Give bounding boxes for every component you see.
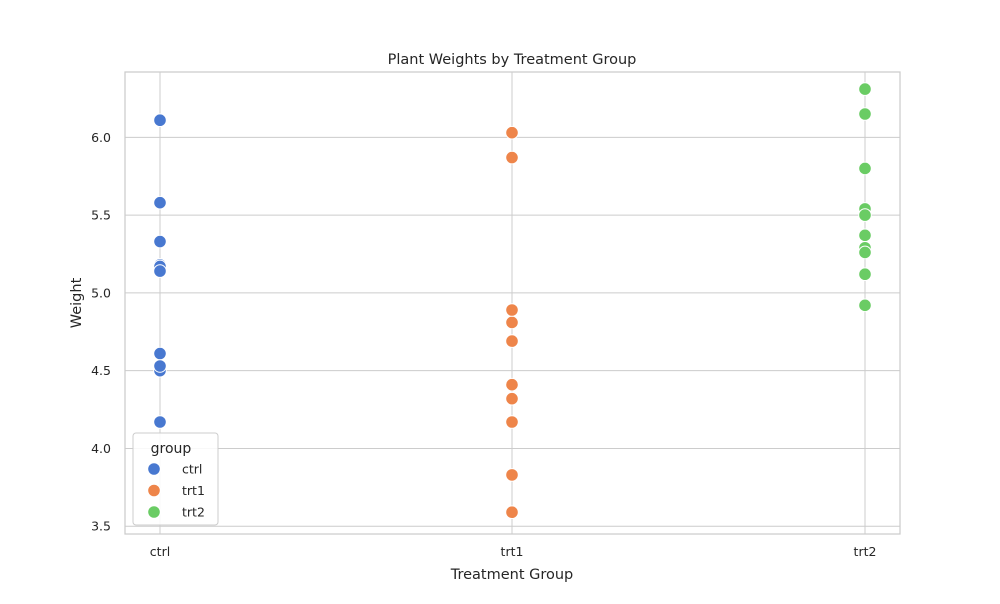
data-point-ctrl	[153, 359, 167, 373]
legend-label-trt1: trt1	[182, 483, 205, 498]
data-point-trt1	[505, 505, 519, 520]
legend-label-ctrl: ctrl	[182, 462, 202, 477]
x-tick-labels: ctrl trt1 trt2	[150, 544, 877, 559]
x-tick-label: ctrl	[150, 544, 170, 559]
y-tick-label: 4.0	[91, 441, 111, 456]
data-point-trt2	[858, 228, 872, 243]
data-points	[153, 82, 872, 520]
data-point-trt1	[505, 377, 519, 392]
legend-marker-trt1	[147, 483, 161, 498]
y-tick-label: 5.5	[91, 208, 111, 223]
data-point-ctrl	[153, 113, 167, 128]
data-point-trt2	[858, 82, 872, 96]
data-point-trt2	[858, 245, 872, 260]
data-point-ctrl	[153, 195, 167, 210]
legend-title: group	[151, 441, 192, 457]
x-axis-label: Treatment Group	[450, 567, 574, 583]
x-tick-label: trt1	[501, 544, 524, 559]
data-point-trt2	[858, 161, 872, 176]
plot-frame	[124, 71, 901, 535]
data-point-trt1	[505, 303, 519, 317]
legend: group ctrl trt1 trt2	[132, 432, 219, 526]
y-tick-labels: 3.5 4.0 4.5 5.0 5.5 6.0	[91, 130, 111, 534]
data-point-trt1	[505, 391, 519, 406]
data-point-trt1	[505, 334, 519, 348]
data-point-trt1	[505, 125, 519, 140]
data-point-trt2	[858, 208, 872, 222]
data-point-ctrl	[153, 346, 167, 361]
data-point-trt1	[505, 150, 519, 165]
legend-marker-trt2	[147, 505, 161, 519]
legend-box	[132, 432, 219, 526]
data-point-ctrl	[153, 234, 167, 249]
data-point-trt2	[858, 267, 872, 282]
data-point-trt2	[858, 298, 872, 313]
data-point-trt1	[505, 415, 519, 429]
y-tick-label: 6.0	[91, 130, 111, 145]
data-point-trt1	[505, 468, 519, 482]
chart-title: Plant Weights by Treatment Group	[388, 52, 637, 68]
data-point-trt2	[858, 107, 872, 121]
grid	[125, 72, 900, 534]
y-tick-label: 5.0	[91, 285, 111, 300]
y-tick-label: 3.5	[91, 519, 111, 534]
data-point-trt1	[505, 315, 519, 330]
legend-items: ctrl trt1 trt2	[147, 462, 205, 520]
legend-marker-ctrl	[147, 462, 161, 476]
legend-label-trt2: trt2	[182, 505, 205, 520]
y-axis-label: Weight	[69, 277, 85, 328]
data-point-ctrl	[153, 264, 167, 278]
x-tick-label: trt2	[854, 544, 877, 559]
data-point-ctrl	[153, 415, 167, 429]
y-tick-label: 4.5	[91, 363, 111, 378]
